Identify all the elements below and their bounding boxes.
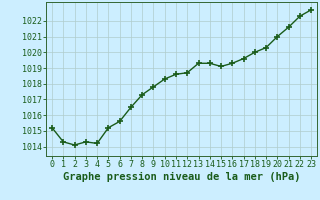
X-axis label: Graphe pression niveau de la mer (hPa): Graphe pression niveau de la mer (hPa) bbox=[63, 172, 300, 182]
